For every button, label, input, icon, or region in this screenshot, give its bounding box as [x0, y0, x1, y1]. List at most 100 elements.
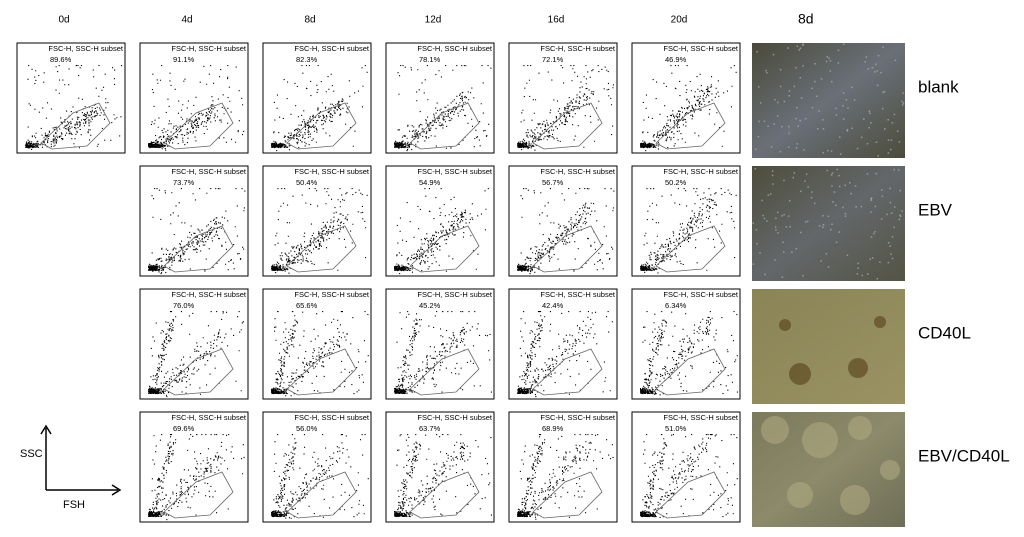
cell [826, 55, 828, 58]
gate-label: FSC-H, SSC-H subset [417, 413, 493, 422]
cell [818, 110, 820, 112]
cell [887, 261, 890, 264]
cell [893, 168, 895, 171]
events [394, 434, 492, 518]
cell [891, 257, 894, 260]
cell [781, 125, 783, 128]
flow-plot: FSC-H, SSC-H subset 68.9% [508, 411, 618, 523]
cell [849, 182, 851, 184]
cell [851, 127, 853, 129]
cell [838, 185, 841, 188]
cell [822, 224, 825, 226]
cell [902, 92, 904, 94]
cell [889, 201, 892, 204]
cell [796, 106, 798, 109]
cell [788, 90, 791, 92]
cell [752, 222, 754, 224]
gate [163, 471, 234, 519]
cell [788, 146, 790, 148]
cell [803, 149, 805, 151]
gate-label: FSC-H, SSC-H subset [171, 167, 247, 176]
cell [783, 100, 786, 103]
cell [901, 210, 903, 212]
cell [856, 147, 859, 150]
flow-plot: FSC-H, SSC-H subset 82.3% [262, 42, 372, 154]
cell [822, 226, 824, 228]
cell [867, 67, 869, 70]
plot-frame [508, 288, 618, 400]
cell [772, 53, 775, 56]
gate [409, 348, 480, 396]
cell [866, 173, 869, 175]
gate-label: FSC-H, SSC-H subset [294, 290, 370, 299]
cell [800, 231, 802, 234]
flow-plot: FSC-H, SSC-H subset 73.7% [139, 165, 249, 277]
gate-percent: 89.6% [50, 55, 72, 64]
gate [409, 225, 480, 273]
cell [835, 114, 838, 116]
cell [760, 102, 762, 104]
cell [884, 128, 886, 130]
cell [875, 63, 877, 65]
cell [873, 71, 876, 73]
gate [532, 471, 603, 519]
cell [775, 217, 777, 220]
cell [815, 95, 818, 97]
flow-plot: FSC-H, SSC-H subset 50.2% [631, 165, 741, 277]
colony [779, 319, 791, 331]
cell [861, 274, 863, 277]
cell [767, 194, 770, 196]
cell [796, 143, 798, 145]
cell [754, 148, 757, 151]
gate-label: FSC-H, SSC-H subset [171, 413, 247, 422]
cell [822, 119, 824, 121]
cell [779, 69, 782, 71]
column-header: 16d [548, 15, 565, 26]
cell [788, 125, 790, 128]
gate-percent: 78.1% [419, 55, 441, 64]
cell [756, 51, 758, 53]
cell [827, 215, 830, 218]
gate-label: FSC-H, SSC-H subset [417, 167, 493, 176]
cell [863, 118, 865, 120]
colony [761, 416, 789, 444]
cell [807, 186, 809, 188]
cell [876, 84, 879, 87]
cell [789, 226, 791, 228]
cell [788, 200, 791, 202]
cell [902, 104, 904, 106]
cell [896, 130, 899, 132]
cell [811, 191, 813, 193]
gate [163, 348, 234, 396]
cell [899, 214, 901, 216]
cell [877, 54, 880, 57]
cell [876, 278, 879, 280]
colony [802, 422, 838, 458]
cell [814, 202, 816, 205]
cell [787, 47, 789, 49]
gate-label: FSC-H, SSC-H subset [294, 44, 370, 53]
cell [817, 128, 819, 130]
gate [655, 471, 726, 519]
flow-plot: FSC-H, SSC-H subset 65.6% [262, 288, 372, 400]
cell [788, 132, 790, 135]
gate [40, 102, 111, 150]
gate [655, 348, 726, 396]
micrograph [752, 166, 905, 281]
cell [802, 275, 804, 277]
flow-plot: FSC-H, SSC-H subset 6.34% [631, 288, 741, 400]
cell [766, 220, 768, 222]
cell [844, 212, 847, 215]
cell [870, 211, 872, 213]
cell [793, 172, 796, 174]
colony [848, 416, 872, 440]
cell [899, 189, 901, 192]
cell [774, 98, 776, 101]
cell [835, 107, 837, 110]
gate-label: FSC-H, SSC-H subset [540, 44, 616, 53]
cell [774, 259, 776, 261]
cell [796, 45, 799, 47]
cell [887, 152, 890, 154]
cell [842, 118, 845, 120]
gate-percent: 63.7% [419, 424, 441, 433]
